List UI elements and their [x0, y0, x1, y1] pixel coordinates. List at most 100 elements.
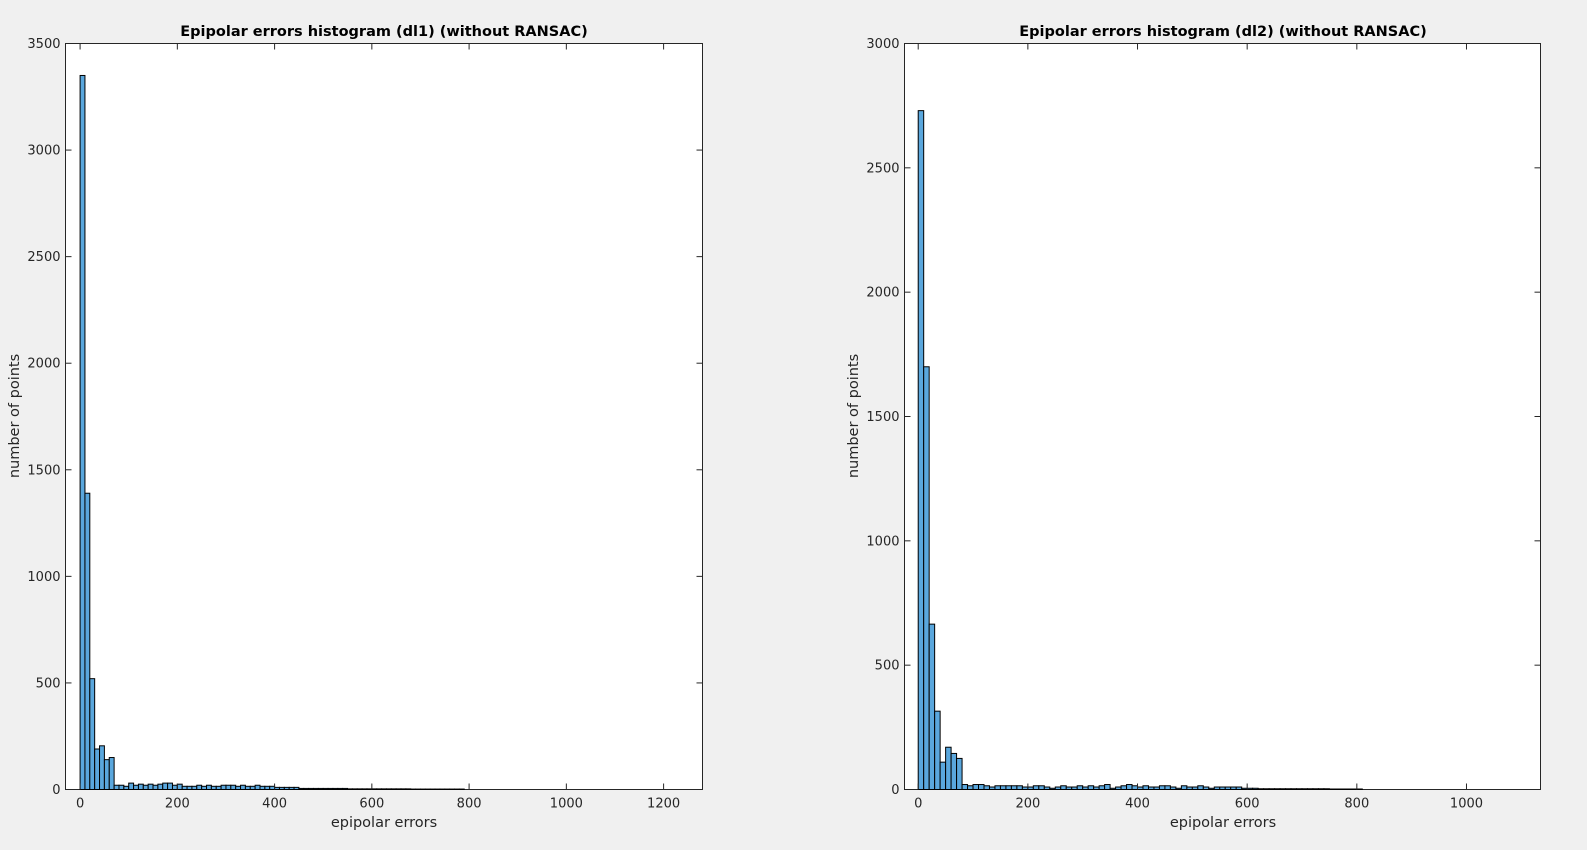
histogram-dl2: Epipolar errors histogram (dl2) (without… [846, 24, 1541, 831]
x-tick-label: 1000 [550, 797, 583, 812]
histogram-bar [118, 784, 125, 790]
histogram-bar [1131, 785, 1139, 791]
x-tick-label: 800 [1344, 797, 1369, 812]
histogram-bar [983, 785, 990, 791]
histogram-bar [939, 761, 947, 791]
histogram-bar [950, 752, 958, 791]
histogram-bar [1235, 786, 1243, 791]
histogram-bar [351, 788, 358, 790]
y-tick-label: 500 [875, 659, 900, 674]
histogram-bar [220, 784, 227, 790]
histogram-bar [1005, 785, 1012, 791]
histogram-bar [1219, 786, 1226, 791]
x-tick-label: 200 [165, 797, 190, 812]
tick-marks [904, 43, 1541, 790]
y-tick-label: 3000 [866, 37, 899, 52]
histogram-bar [113, 784, 120, 790]
x-axis-label: epipolar errors [331, 815, 437, 831]
histogram-bar [1016, 785, 1023, 791]
y-tick-label: 1500 [27, 463, 60, 478]
histogram-bar [1263, 788, 1270, 790]
histogram-bar [152, 784, 159, 790]
histogram-bar [1043, 786, 1051, 791]
histogram-bar [385, 788, 392, 790]
histogram-bar [1109, 787, 1117, 791]
histogram-bar [1339, 788, 1347, 790]
y-tick-label: 2500 [866, 161, 899, 176]
histogram-bar [1093, 786, 1100, 791]
histogram-bar [249, 785, 256, 790]
histogram-bar [1158, 785, 1166, 791]
histogram-bar [1104, 784, 1111, 791]
histogram-bar [283, 786, 290, 790]
histogram-bar [376, 788, 383, 790]
histogram-bar [94, 748, 101, 790]
y-tick-label: 2000 [27, 357, 60, 372]
histogram-bar [1169, 786, 1177, 791]
histogram-bar [1126, 784, 1133, 791]
histogram-bar [1230, 786, 1237, 791]
histogram-bar [167, 782, 173, 790]
x-tick-label: 600 [1235, 797, 1260, 812]
histogram-bar [181, 785, 188, 790]
histogram-bar [147, 783, 154, 790]
histogram-bar [1345, 788, 1352, 790]
histogram-bar [1252, 787, 1259, 791]
histogram-bar [137, 783, 144, 790]
histogram-bar [1301, 788, 1308, 790]
histogram-bar [1049, 787, 1056, 791]
histogram-bar [390, 788, 397, 790]
chart-title: Epipolar errors histogram (dl1) (without… [180, 24, 587, 40]
histogram-bar [1115, 786, 1122, 791]
histogram-bar [1213, 786, 1221, 791]
histogram-bar [917, 110, 925, 790]
x-tick-labels: 0 200 400 600 800 1000 1200 [76, 797, 680, 812]
histogram-bar [157, 783, 164, 790]
histogram-bar [361, 788, 368, 790]
histogram-bar [1268, 788, 1276, 790]
histogram-bar [103, 759, 110, 790]
histogram-bar [1010, 785, 1018, 791]
y-tick-label: 500 [36, 676, 61, 691]
histogram-bar [240, 784, 246, 790]
x-tick-labels: 0 200 400 600 800 1000 [914, 797, 1483, 812]
histogram-bar [928, 623, 936, 791]
histogram-bar [210, 785, 217, 790]
y-tick-labels: 0 500 1000 1500 2000 2500 3000 [866, 37, 899, 798]
x-tick-label: 0 [76, 797, 84, 812]
x-tick-label: 400 [262, 797, 287, 812]
x-tick-label: 800 [457, 797, 482, 812]
histogram-bar [356, 788, 363, 790]
y-axis-label: number of points [846, 354, 862, 478]
y-tick-label: 0 [891, 783, 899, 798]
histogram-bar [994, 785, 1001, 791]
histogram-bar [186, 785, 193, 790]
histogram-bar [337, 787, 344, 790]
histogram-bar [1065, 786, 1073, 791]
histogram-bar [1060, 785, 1067, 791]
histogram-bar [1082, 786, 1089, 791]
y-axis-label: number of points [7, 354, 23, 478]
histogram-bar [1312, 788, 1319, 790]
histogram-bar [1071, 786, 1078, 791]
histogram-bar [1027, 786, 1034, 791]
histogram-bar [128, 782, 135, 790]
histogram-bar [274, 786, 280, 790]
histogram-bar [999, 785, 1007, 791]
y-tick-label: 1500 [866, 410, 899, 425]
x-tick-label: 200 [1015, 797, 1040, 812]
y-tick-labels: 0 500 1000 1500 2000 2500 3000 3500 [27, 37, 60, 798]
histogram-bar [1334, 788, 1341, 790]
y-tick-label: 0 [52, 783, 60, 798]
chart-title: Epipolar errors histogram (dl2) (without… [1019, 24, 1426, 40]
histogram-bar [1356, 788, 1363, 790]
histogram-bar [923, 366, 930, 790]
histogram-bar [1197, 785, 1204, 791]
histogram-bar [99, 745, 105, 790]
histogram-bar [405, 788, 412, 790]
histogram-bar [288, 786, 295, 790]
histogram-bar [191, 785, 198, 790]
histogram-bar [1087, 785, 1095, 791]
x-tick-label: 0 [914, 797, 922, 812]
